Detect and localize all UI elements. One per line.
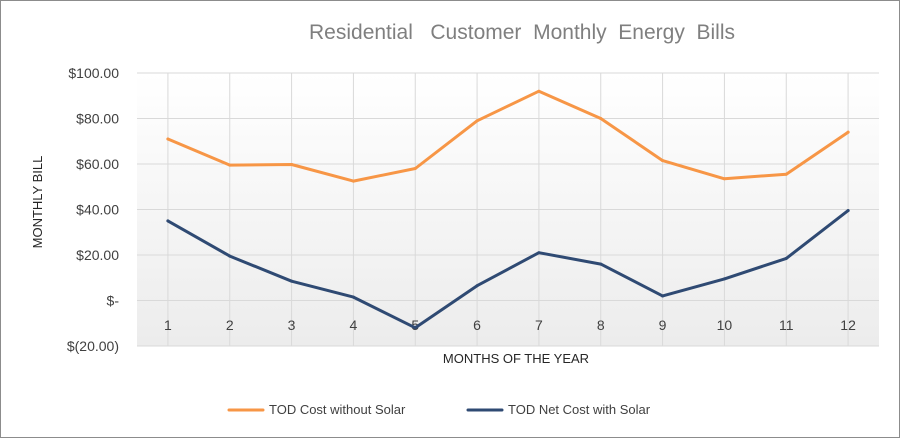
data-point (661, 159, 665, 163)
data-point (351, 295, 355, 299)
y-axis-label: MONTHLY BILL (30, 156, 45, 249)
y-tick-label: $(20.00) (67, 338, 119, 354)
x-tick-label: 10 (717, 317, 733, 333)
data-point (784, 172, 788, 176)
data-point (166, 219, 170, 223)
data-point (351, 179, 355, 183)
x-axis-ticks: 1 2 3 4 5 6 7 8 9 10 11 12 (164, 317, 856, 333)
data-point (846, 209, 850, 213)
x-tick-label: 12 (840, 317, 856, 333)
series-line-without-solar (166, 89, 850, 183)
data-point (537, 89, 541, 93)
y-tick-label: $100.00 (68, 65, 119, 81)
x-tick-label: 1 (164, 317, 172, 333)
legend-label-with-solar: TOD Net Cost with Solar (508, 402, 651, 417)
x-tick-label: 3 (288, 317, 296, 333)
y-tick-label: $60.00 (76, 156, 119, 172)
x-tick-label: 5 (411, 317, 419, 333)
y-axis-ticks: $100.00 $80.00 $60.00 $40.00 $20.00 $- $(20.00… (67, 65, 119, 354)
x-tick-label: 9 (659, 317, 667, 333)
legend: TOD Cost without Solar TOD Net Cost with… (227, 402, 651, 417)
data-point (228, 254, 232, 258)
data-point (661, 294, 665, 298)
data-point (784, 256, 788, 260)
y-tick-label: $40.00 (76, 202, 119, 218)
series-lines (166, 89, 850, 330)
x-tick-label: 4 (350, 317, 358, 333)
x-tick-label: 7 (535, 317, 543, 333)
data-point (599, 117, 603, 120)
data-point (475, 284, 479, 288)
data-point (722, 277, 726, 281)
data-point (228, 163, 232, 167)
x-tick-label: 6 (473, 317, 481, 333)
x-tick-label: 2 (226, 317, 234, 333)
data-point (722, 177, 726, 181)
data-point (290, 162, 294, 166)
data-point (475, 119, 479, 123)
data-point (290, 279, 294, 283)
y-tick-label: $80.00 (76, 111, 119, 127)
data-point (846, 130, 850, 134)
data-point (599, 262, 603, 266)
data-point (537, 251, 541, 255)
data-point (413, 167, 417, 171)
y-tick-label: $20.00 (76, 247, 119, 263)
series-line-with-solar (166, 209, 850, 330)
data-point (166, 137, 170, 141)
data-point (413, 326, 417, 330)
x-axis-label: MONTHS OF THE YEAR (443, 351, 589, 366)
chart-title: Residential Customer Monthly Energy Bill… (309, 21, 735, 44)
y-tick-label: $- (107, 293, 120, 309)
x-tick-label: 8 (597, 317, 605, 333)
x-tick-label: 11 (779, 317, 794, 333)
legend-label-without-solar: TOD Cost without Solar (269, 402, 406, 417)
